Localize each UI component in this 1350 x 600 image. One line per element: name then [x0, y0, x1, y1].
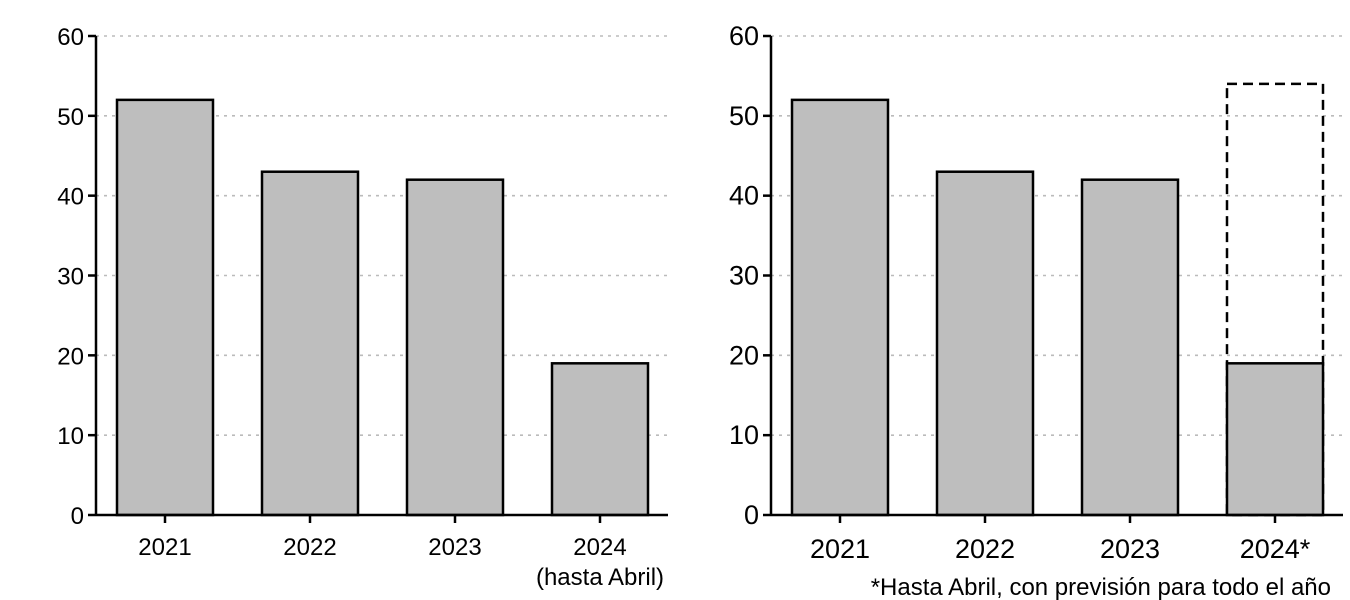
forecast-bar: [1225, 82, 1325, 517]
footnote: *Hasta Abril, con previsión para todo el…: [871, 574, 1331, 600]
x-tick-label: 2024: [573, 534, 626, 561]
x-tick-label: 2023: [1100, 534, 1160, 564]
bar-2023: [405, 178, 505, 517]
y-tick-label: 60: [57, 24, 84, 51]
y-tick-label: 30: [729, 261, 759, 291]
y-tick-label: 10: [729, 420, 759, 450]
x-tick-label: 2021: [810, 534, 870, 564]
bar-2024: [1225, 362, 1325, 517]
y-tick-label: 10: [57, 423, 84, 450]
chart-left-panel: 0 10 20 30 40 50 60 2021 2022 2023 2024 (hasta Abri…: [57, 24, 668, 591]
x-tick-label: 2022: [955, 534, 1015, 564]
bar-2023: [1080, 178, 1180, 517]
y-tick-label: 20: [729, 340, 759, 370]
x-tick-label: 2022: [283, 534, 336, 561]
y-tick-label: 50: [729, 101, 759, 131]
y-tick-label: 0: [71, 503, 84, 530]
x-tick-label: 2023: [428, 534, 481, 561]
chart-right-panel: 0 10 20 30 40 50 60 2021 2022 2023 2024* *Hasta Abr…: [729, 21, 1343, 600]
x-tick-sublabel: (hasta Abril): [536, 564, 664, 591]
y-tick-label: 50: [57, 104, 84, 131]
y-tick-label: 30: [57, 264, 84, 291]
bar-2021: [115, 98, 215, 517]
y-tick-label: 40: [57, 184, 84, 211]
y-tick-label: 40: [729, 181, 759, 211]
bar-2022: [260, 170, 360, 517]
y-tick-label: 60: [729, 21, 759, 51]
y-tick-label: 0: [744, 500, 759, 530]
bar-2024: [550, 362, 650, 517]
x-tick-label: 2021: [138, 534, 191, 561]
y-tick-label: 20: [57, 343, 84, 370]
bar-2021: [790, 98, 890, 517]
x-tick-label: 2024*: [1240, 534, 1311, 564]
bar-2022: [935, 170, 1035, 517]
